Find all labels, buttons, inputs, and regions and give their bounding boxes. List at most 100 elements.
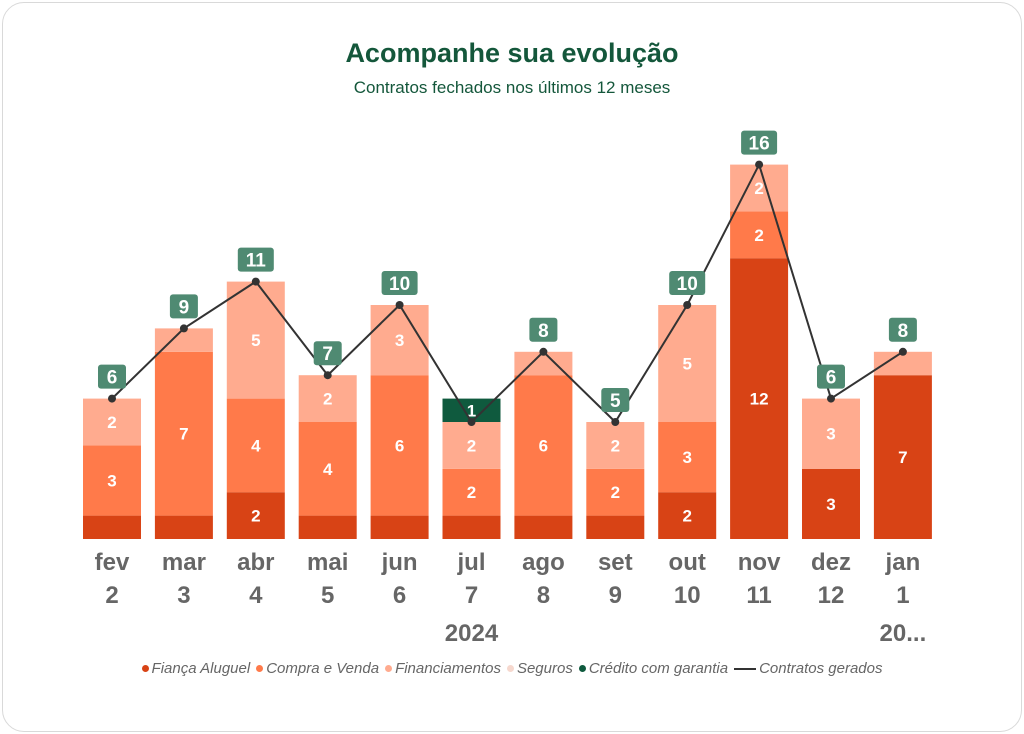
- legend-label: Seguros: [516, 660, 573, 677]
- legend-label: Crédito com garantia: [588, 660, 729, 677]
- bar-segment: [154, 515, 213, 539]
- bar-segment: [802, 468, 860, 539]
- x-tick-number: 3: [177, 582, 190, 609]
- bar-segment: [873, 351, 932, 376]
- legend-item[interactable]: Compra e Venda: [256, 660, 379, 677]
- legend-item[interactable]: Financiamentos: [385, 660, 501, 677]
- segment-label: 6: [539, 436, 548, 455]
- total-label-box: [669, 271, 706, 295]
- segment-label: 2: [754, 179, 763, 198]
- total-label: 6: [826, 368, 837, 389]
- legend-line-icon: [734, 667, 757, 670]
- legend-label: Financiamentos: [395, 660, 501, 677]
- bar-segment: [442, 422, 501, 469]
- x-tick-month: mai: [307, 549, 348, 576]
- bar-segment: [370, 515, 429, 539]
- legend-item[interactable]: Seguros: [506, 660, 573, 677]
- segment-label: 3: [826, 425, 835, 444]
- legend-dot-icon: [141, 665, 149, 672]
- legend-dot-icon: [256, 665, 264, 672]
- x-tick-month: jan: [885, 549, 921, 576]
- x-tick-month: abr: [237, 549, 274, 576]
- bar-segment: [730, 211, 789, 259]
- total-label-box: [601, 388, 630, 412]
- x-tick-month: dez: [811, 549, 851, 576]
- line-point: [467, 418, 476, 426]
- x-tick-number: 1: [896, 582, 909, 609]
- bar-segment: [658, 422, 717, 493]
- x-tick-year: 2024: [445, 620, 499, 647]
- line-point: [611, 418, 620, 426]
- bar-segment: [154, 351, 213, 516]
- line-point: [108, 394, 116, 403]
- segment-label: 5: [682, 355, 691, 374]
- total-label: 11: [246, 251, 267, 272]
- bar-segment: [730, 258, 789, 539]
- legend-label: Fiança Aluguel: [151, 660, 251, 677]
- segment-label: 3: [682, 448, 691, 467]
- x-tick-month: out: [669, 549, 706, 576]
- bar-segment: [442, 468, 501, 516]
- segment-label: 4: [251, 436, 261, 455]
- bar-segment: [658, 492, 717, 539]
- chart-title: Acompanhe sua evolução: [345, 38, 679, 68]
- x-tick-number: 12: [818, 582, 845, 609]
- segment-label: 7: [898, 448, 907, 467]
- segment-label: 2: [611, 483, 620, 502]
- total-label-box: [313, 341, 342, 366]
- x-tick-month: set: [598, 549, 633, 576]
- x-tick-month: nov: [738, 549, 781, 576]
- x-tick-number: 4: [249, 582, 263, 609]
- segment-label: 2: [467, 436, 476, 455]
- bar-segment: [83, 445, 141, 516]
- x-tick-month: ago: [522, 549, 565, 576]
- segment-label: 3: [826, 495, 835, 514]
- x-tick-number: 9: [609, 582, 622, 609]
- x-tick-number: 11: [746, 582, 771, 609]
- line-point: [827, 394, 835, 403]
- bar-segment: [298, 422, 357, 516]
- bar-segment: [586, 468, 645, 516]
- line-point: [251, 277, 260, 286]
- x-tick-number: 2: [105, 582, 118, 609]
- bar-segment: [83, 515, 141, 539]
- total-label: 10: [389, 274, 410, 295]
- legend-dot-icon: [506, 665, 514, 672]
- total-label: 8: [898, 321, 909, 342]
- legend-label: Contratos gerados: [759, 660, 883, 677]
- total-label-box: [741, 130, 778, 155]
- bar-segment: [226, 492, 285, 539]
- legend-item[interactable]: Contratos gerados: [734, 660, 882, 677]
- total-label-box: [817, 364, 845, 389]
- legend-item[interactable]: Crédito com garantia: [578, 660, 729, 677]
- bar-segment: [442, 515, 501, 539]
- segment-label: 6: [395, 436, 404, 455]
- total-label: 7: [322, 344, 333, 365]
- bar-segment: [873, 375, 932, 539]
- bar-segment: [802, 398, 860, 469]
- total-label-box: [888, 317, 917, 342]
- line-point: [683, 301, 692, 309]
- legend-item[interactable]: Fiança Aluguel: [141, 660, 251, 677]
- segment-label: 2: [682, 507, 691, 526]
- total-label: 6: [107, 368, 118, 389]
- bar-segment: [83, 398, 141, 446]
- bar-segment: [586, 515, 645, 539]
- bar-segment: [442, 398, 501, 422]
- bar-segment: [586, 422, 645, 469]
- segment-label: 1: [467, 401, 476, 420]
- bar-segment: [370, 305, 429, 376]
- segment-label: 2: [467, 483, 476, 502]
- segment-label: 2: [107, 413, 116, 432]
- segment-label: 5: [251, 331, 260, 350]
- bar-segment: [514, 375, 573, 516]
- x-tick-number: 6: [393, 582, 406, 609]
- total-label: 5: [610, 391, 621, 412]
- x-tick-number: 10: [674, 582, 701, 609]
- segment-label: 2: [754, 226, 763, 245]
- total-label: 8: [538, 321, 549, 342]
- bar-segment: [514, 351, 573, 376]
- line-point: [179, 324, 188, 333]
- total-label-box: [98, 364, 126, 389]
